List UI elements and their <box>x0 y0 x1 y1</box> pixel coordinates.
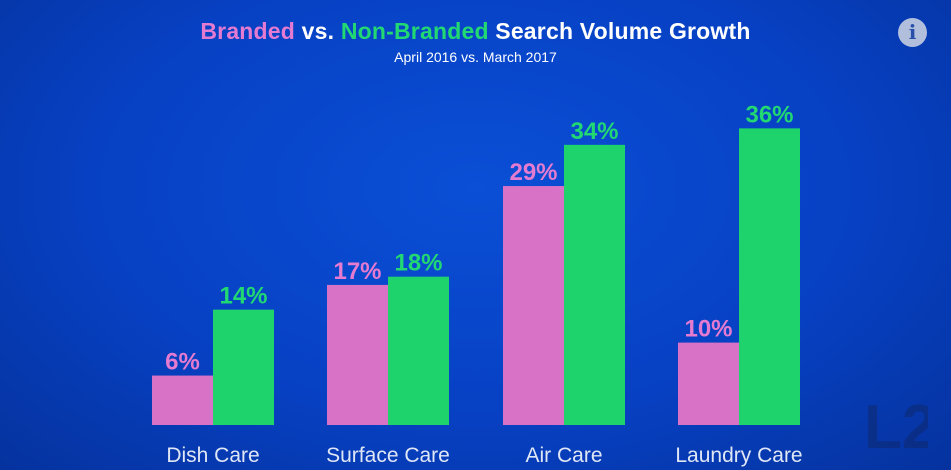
data-label-branded-4: 10% <box>684 316 732 343</box>
data-label-nonbranded-1: 14% <box>219 283 267 310</box>
category-label-2: Surface Care <box>326 444 450 467</box>
bar-nonbranded-1 <box>213 309 274 425</box>
chart-subtitle: April 2016 vs. March 2017 <box>394 49 557 65</box>
category-label-3: Air Care <box>525 444 602 467</box>
title-nonbranded: Non-Branded <box>340 18 489 44</box>
bar-branded-1 <box>152 375 213 425</box>
bar-branded-4 <box>678 342 739 425</box>
l2-logo: L2 <box>864 393 928 454</box>
bar-nonbranded-3 <box>564 144 625 425</box>
data-label-branded-2: 17% <box>333 258 381 285</box>
data-label-branded-3: 29% <box>509 159 557 186</box>
title-vs: vs. <box>295 18 341 44</box>
bar-nonbranded-2 <box>388 276 449 425</box>
info-icon[interactable]: i <box>898 18 927 47</box>
bar-branded-2 <box>327 284 388 425</box>
title-rest: Search Volume Growth <box>488 18 751 44</box>
data-label-nonbranded-3: 34% <box>570 118 618 145</box>
data-label-nonbranded-4: 36% <box>745 101 793 128</box>
category-label-1: Dish Care <box>166 444 259 467</box>
data-label-nonbranded-2: 18% <box>394 250 442 277</box>
logo-text: L2 <box>864 393 928 454</box>
data-label-branded-1: 6% <box>165 349 200 376</box>
title-branded: Branded <box>200 18 296 44</box>
category-label-4: Laundry Care <box>675 444 802 467</box>
bar-nonbranded-4 <box>739 128 800 426</box>
chart-title: Branded vs. Non-Branded Search Volume Gr… <box>0 18 951 45</box>
bar-branded-3 <box>503 186 564 425</box>
